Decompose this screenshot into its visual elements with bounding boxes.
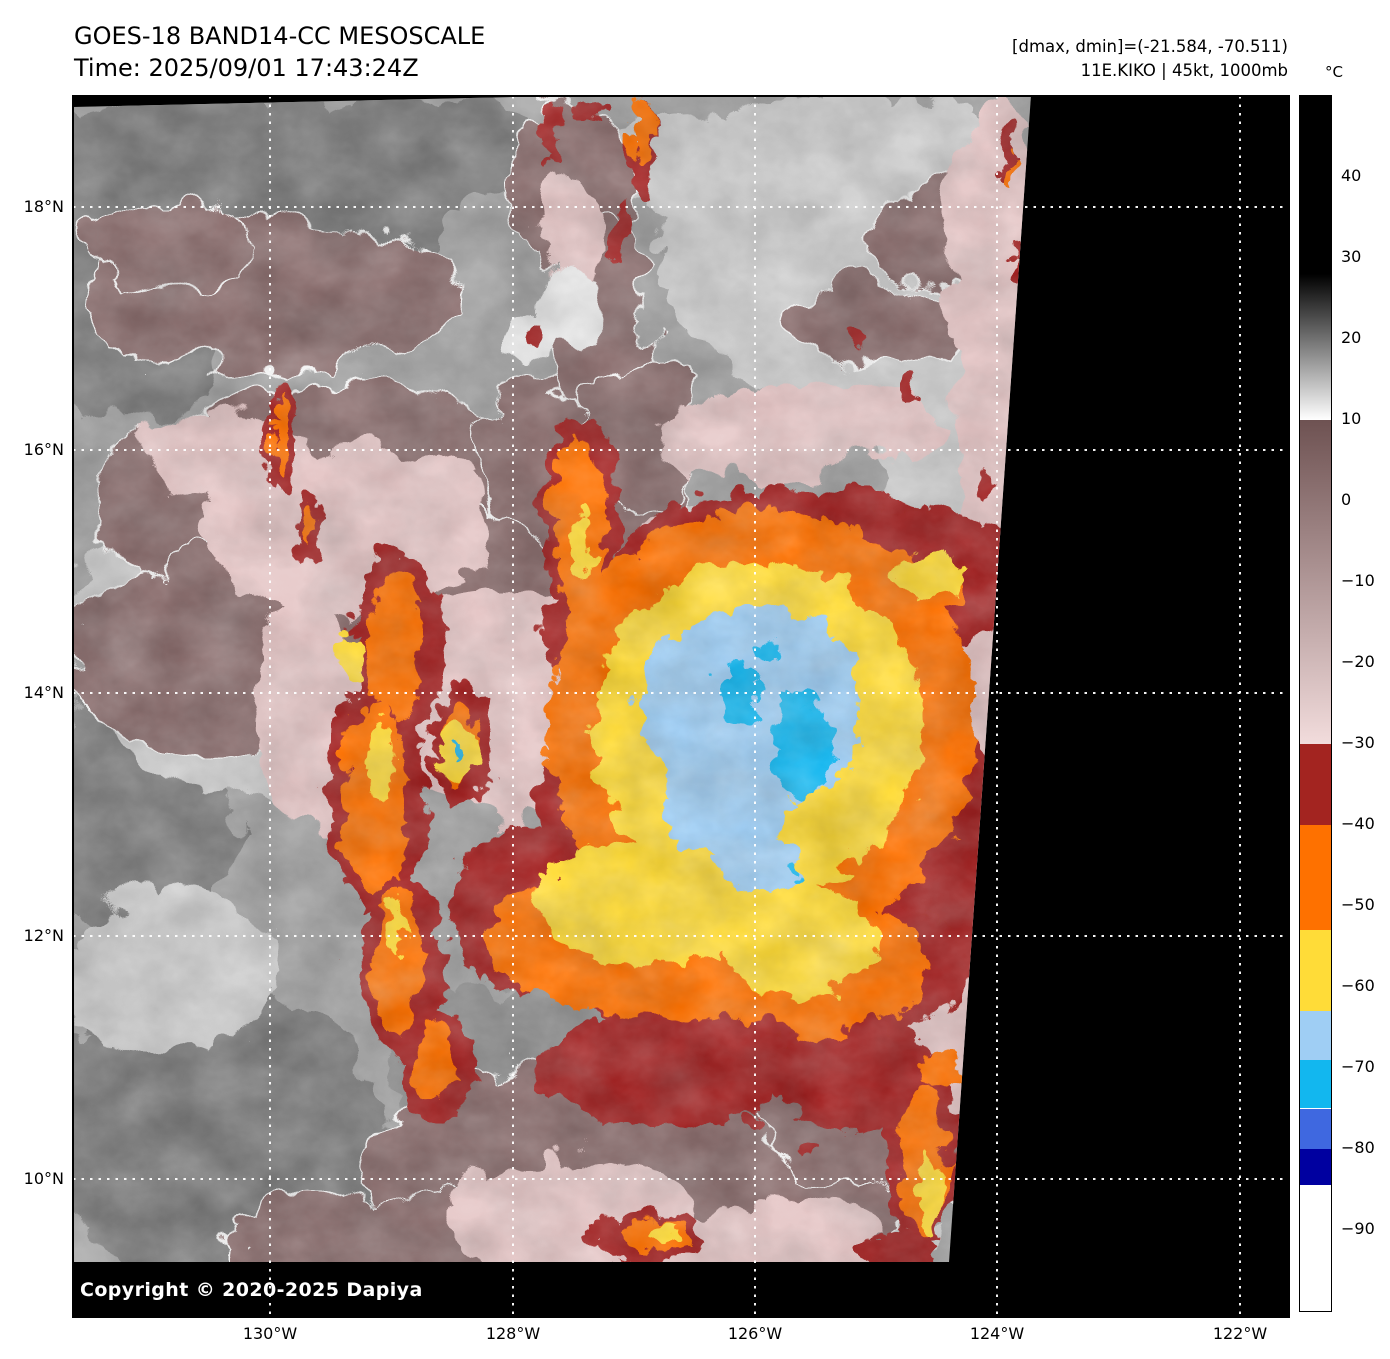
colorbar-segment xyxy=(1300,1149,1331,1186)
lon-tick-label: 122°W xyxy=(1212,1324,1268,1343)
colorbar-segment xyxy=(1300,744,1331,825)
colorbar-segment xyxy=(1300,274,1331,420)
figure-title: GOES-18 BAND14-CC MESOSCALE xyxy=(74,22,486,50)
colorbar-segment xyxy=(1300,96,1331,275)
colorbar-segment xyxy=(1300,1108,1331,1149)
colorbar-tick-label: 20 xyxy=(1341,328,1362,347)
lat-tick-label: 10°N xyxy=(23,1169,64,1188)
satellite-swath xyxy=(73,95,1031,1262)
colorbar-tick-label: −90 xyxy=(1341,1219,1375,1238)
lon-tick-label: 124°W xyxy=(969,1324,1025,1343)
stat-dmax-dmin: [dmax, dmin]=(-21.584, -70.511) xyxy=(1012,37,1288,56)
satellite-image xyxy=(72,95,1290,1318)
lat-tick-label: 14°N xyxy=(23,683,64,702)
figure-time: Time: 2025/09/01 17:43:24Z xyxy=(74,54,419,82)
colorbar-tick-label: −30 xyxy=(1341,733,1375,752)
plot-border xyxy=(72,95,1290,1318)
colorbar-segment xyxy=(1300,1059,1331,1109)
colorbar-segment xyxy=(1300,825,1331,931)
colorbar-segment xyxy=(1300,930,1331,1012)
lon-tick-label: 128°W xyxy=(485,1324,541,1343)
colorbar-segment xyxy=(1300,420,1331,744)
colorbar-tick-label: −50 xyxy=(1341,895,1375,914)
lat-tick-label: 16°N xyxy=(23,440,64,459)
storm-info: 11E.KIKO | 45kt, 1000mb xyxy=(1080,61,1288,80)
gridlines xyxy=(73,96,1289,1317)
map-plot xyxy=(72,95,1290,1318)
colorbar xyxy=(1299,95,1332,1312)
colorbar-tick-label: 0 xyxy=(1341,490,1352,509)
copyright-watermark: Copyright © 2020-2025 Dapiya xyxy=(80,1279,423,1301)
lon-tick-label: 130°W xyxy=(242,1324,298,1343)
colorbar-tick-label: 30 xyxy=(1341,247,1362,266)
lat-tick-label: 12°N xyxy=(23,926,64,945)
colorbar-tick-label: −60 xyxy=(1341,976,1375,995)
colorbar-segment xyxy=(1300,1185,1331,1311)
colorbar-tick-label: −10 xyxy=(1341,571,1375,590)
colorbar-unit-label: °C xyxy=(1325,63,1343,81)
colorbar-tick-label: −40 xyxy=(1341,814,1375,833)
colorbar-tick-label: 40 xyxy=(1341,166,1362,185)
colorbar-segment xyxy=(1300,1011,1331,1060)
lon-tick-label: 126°W xyxy=(727,1324,783,1343)
lat-tick-label: 18°N xyxy=(23,197,64,216)
colorbar-tick-label: −20 xyxy=(1341,652,1375,671)
colorbar-tick-label: −70 xyxy=(1341,1057,1375,1076)
colorbar-tick-label: 10 xyxy=(1341,409,1362,428)
texture-overlay-dark xyxy=(73,95,1031,1262)
colorbar-tick-label: −80 xyxy=(1341,1138,1375,1157)
